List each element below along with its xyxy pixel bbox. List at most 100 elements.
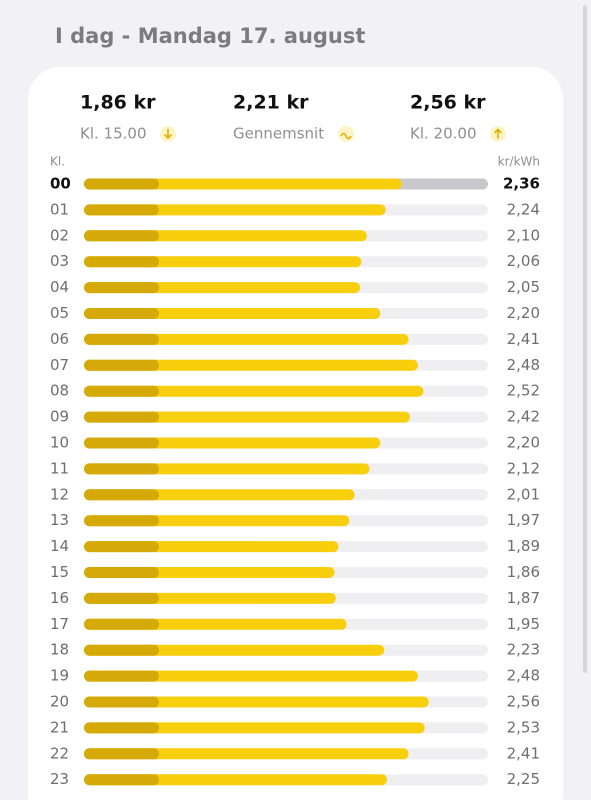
value-label: 2,05 — [507, 278, 540, 296]
hour-label: 20 — [50, 693, 69, 711]
hour-label: 05 — [50, 304, 69, 322]
card — [28, 67, 563, 800]
value-label: 2,10 — [507, 226, 540, 244]
bar-base — [84, 256, 159, 268]
stat-label: Kl. 20.00 — [410, 125, 476, 143]
bar — [84, 204, 386, 216]
bar-base — [84, 489, 159, 501]
hour-label: 21 — [50, 718, 69, 736]
bar — [84, 748, 409, 760]
value-label: 2,25 — [507, 770, 540, 788]
up-icon — [493, 128, 503, 139]
value-label: 2,24 — [507, 200, 540, 218]
axis-label: kr/kWh — [498, 155, 540, 169]
bar-base — [84, 282, 159, 294]
bar-base — [84, 178, 159, 190]
hour-label: 09 — [50, 408, 69, 426]
stat-value: 2,21 kr — [233, 92, 309, 114]
value-label: 2,42 — [507, 408, 540, 426]
bar — [84, 644, 385, 656]
value-label: 2,48 — [507, 356, 540, 374]
value-label: 2,20 — [507, 434, 540, 452]
bar — [84, 411, 410, 423]
hour-label: 12 — [50, 485, 69, 503]
hour-label: 02 — [50, 226, 69, 244]
bar-base — [84, 333, 159, 345]
bar-base — [84, 618, 159, 630]
bar-base — [84, 308, 159, 319]
value-label: 1,87 — [507, 589, 540, 607]
value-label: 2,36 — [503, 175, 540, 193]
hour-label: 03 — [50, 252, 69, 270]
bar-base — [84, 359, 159, 371]
bar — [84, 385, 424, 397]
bar — [84, 333, 409, 345]
value-label: 1,97 — [507, 511, 540, 529]
value-label: 2,53 — [507, 718, 540, 736]
value-label: 2,23 — [507, 641, 540, 659]
bar-base — [84, 230, 159, 242]
bar-base — [84, 204, 159, 216]
down-icon — [163, 129, 173, 140]
hour-label: 19 — [50, 667, 69, 685]
value-label: 1,86 — [507, 563, 540, 581]
hour-label: 22 — [50, 744, 69, 762]
bar-base — [84, 541, 159, 553]
hour-label: 01 — [50, 200, 69, 218]
bar — [84, 359, 418, 371]
hour-label: 14 — [50, 537, 69, 555]
value-label: 2,41 — [507, 330, 540, 348]
stat-label: Gennemsnit — [233, 125, 324, 143]
value-label: 2,56 — [507, 693, 540, 711]
avg-icon — [340, 132, 352, 140]
value-label: 2,01 — [507, 485, 540, 503]
axis-label: Kl. — [50, 155, 65, 169]
bar — [84, 670, 418, 682]
hour-label: 15 — [50, 563, 69, 581]
bar-base — [84, 437, 159, 449]
value-label: 2,06 — [507, 252, 540, 270]
bar-base — [84, 774, 159, 786]
value-label: 2,20 — [507, 304, 540, 322]
bar-base — [84, 670, 159, 682]
icon-bg — [338, 126, 354, 142]
bar-base — [84, 567, 159, 578]
bar-base — [84, 748, 159, 760]
hour-label: 06 — [50, 330, 69, 348]
page-title: I dag - Mandag 17. august — [55, 24, 365, 48]
bar-base — [84, 515, 159, 527]
stat-value: 1,86 kr — [80, 92, 156, 114]
bar — [84, 696, 429, 708]
value-label: 1,95 — [507, 615, 540, 633]
bar-base — [84, 592, 159, 604]
hour-label: 17 — [50, 615, 69, 633]
value-label: 2,12 — [507, 459, 540, 477]
hour-label: 04 — [50, 278, 69, 296]
bar-base — [84, 644, 159, 656]
hour-label: 11 — [50, 459, 69, 477]
value-label: 2,41 — [507, 744, 540, 762]
bar-base — [84, 722, 159, 734]
hour-label: 13 — [50, 511, 69, 529]
hour-label: 08 — [50, 382, 69, 400]
value-label: 1,89 — [507, 537, 540, 555]
hour-label: 00 — [50, 175, 71, 193]
bar-base — [84, 385, 159, 397]
bar-base — [84, 696, 159, 708]
hour-label: 10 — [50, 434, 69, 452]
hour-label: 23 — [50, 770, 69, 788]
bar-base — [84, 463, 159, 475]
value-label: 2,52 — [507, 382, 540, 400]
stat-label: Kl. 15.00 — [80, 125, 146, 143]
scrollbar — [583, 5, 587, 673]
bar — [84, 722, 425, 734]
hour-label: 18 — [50, 641, 69, 659]
hour-label: 07 — [50, 356, 69, 374]
bar-base — [84, 411, 159, 423]
value-label: 2,48 — [507, 667, 540, 685]
hour-label: 16 — [50, 589, 69, 607]
bar — [84, 178, 402, 190]
bar — [84, 774, 387, 786]
stat-value: 2,56 kr — [410, 92, 486, 114]
